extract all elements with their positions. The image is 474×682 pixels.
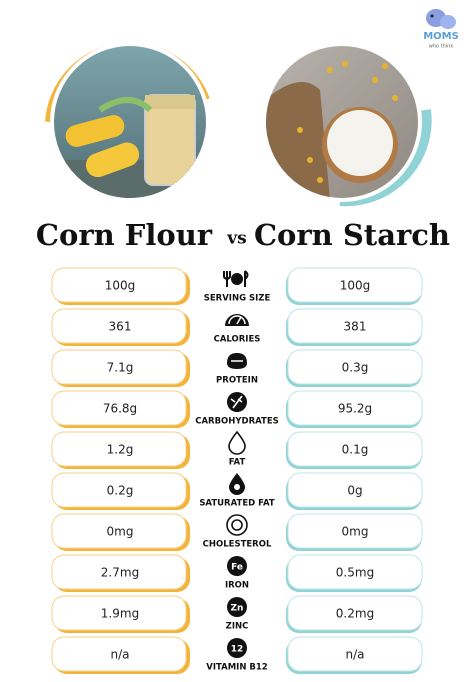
nutrient-label: IRON [225,581,249,591]
right-box [287,308,423,344]
right-box [287,390,423,426]
nutrient-label: CARBOHYDRATES [195,417,279,427]
nutrient-label: SERVING SIZE [204,294,271,304]
left-box [51,472,187,508]
nutrient-icon [228,430,246,455]
icon [234,484,240,490]
icon [228,315,246,325]
nutrient-icon: 12 [227,638,247,658]
nutrient-icon: Zn [227,597,247,617]
left-box [51,431,187,467]
left-value: 0mg [107,525,134,539]
nutrient-icon [229,473,245,495]
right-value: 0.5mg [336,566,374,580]
icon [225,314,249,326]
right-value: 0.3g [342,361,369,375]
icon-text: Fe [231,563,243,573]
rows: 100g 100g SERVING SIZE 361 381 CALORIES 7.1g 0.… [51,267,423,674]
right-box [287,636,423,672]
icon [228,430,246,455]
left-box [51,308,187,344]
left-value: 76.8g [103,402,137,416]
right-box [287,554,423,590]
nutrient-label: CALORIES [214,335,261,345]
nutrient-row: 100g 100g SERVING SIZE [51,267,423,305]
left-box [51,595,187,631]
left-box [51,267,187,303]
nutrient-row: n/a n/a 12 VITAMIN B12 [51,636,423,674]
right-box [287,595,423,631]
logo: MOMS who think [423,9,459,50]
left-value: 1.9mg [101,607,139,621]
corn-flour-photo [45,42,210,202]
left-box [51,554,187,590]
right-value: 0g [347,484,362,498]
icon [226,514,248,536]
title-vs: vs [226,229,246,249]
nutrient-icon [226,514,248,536]
logo-tagline: who think [429,44,454,50]
left-box [51,636,187,672]
right-value: 381 [344,320,367,334]
nutrient-row: 361 381 CALORIES [51,308,423,346]
left-value: 2.7mg [101,566,139,580]
title-right: Corn Starch [254,218,450,252]
icon [227,638,247,658]
right-value: 95.2g [338,402,372,416]
nutrient-row: 2.7mg 0.5mg Fe IRON [51,554,423,592]
nutrient-row: 1.2g 0.1g FAT [51,430,423,469]
nutrient-label: ZINC [226,622,249,632]
left-value: 7.1g [107,361,134,375]
nutrient-row: 0.2g 0g SATURATED FAT [51,472,423,510]
left-box [51,390,187,426]
title-left: Corn Flour [36,218,213,252]
right-value: n/a [345,648,364,662]
icon [231,519,243,531]
nutrient-row: 7.1g 0.3g PROTEIN [51,349,423,387]
left-box [51,513,187,549]
left-value: 100g [105,279,136,293]
nutrient-icon [225,314,249,326]
right-box [287,472,423,508]
icon [227,556,247,576]
left-value: 0.2g [107,484,134,498]
right-box [287,267,423,303]
nutrient-label: CHOLESTEROL [203,540,272,550]
icon [230,395,243,409]
left-value: n/a [110,648,129,662]
icon [231,273,243,285]
nutrient-label: FAT [229,458,246,468]
nutrient-label: PROTEIN [216,376,258,386]
nutrient-icon [227,392,247,412]
right-box [287,431,423,467]
right-value: 0mg [342,525,369,539]
nutrient-row: 76.8g 95.2g CARBOHYDRATES [51,390,423,428]
nutrient-icon [227,353,247,369]
icon-text: Zn [231,604,244,614]
nutrient-row: 1.9mg 0.2mg Zn ZINC [51,595,423,633]
right-value: 0.1g [342,443,369,457]
left-value: 361 [109,320,132,334]
nutrient-label: VITAMIN B12 [206,663,268,673]
right-box [287,513,423,549]
left-box [51,349,187,385]
nutrient-icon: Fe [227,556,247,576]
nutrient-label: SATURATED FAT [199,499,275,509]
right-box [287,349,423,385]
icon [223,270,249,287]
logo-brand: MOMS [423,31,459,42]
nutrient-icon [223,270,249,287]
corn-starch-photo [262,42,432,207]
nutrient-row: 0mg 0mg CHOLESTEROL [51,513,423,551]
right-value: 100g [340,279,371,293]
icon [227,597,247,617]
left-value: 1.2g [107,443,134,457]
right-value: 0.2mg [336,607,374,621]
icon-text: 12 [231,645,244,655]
